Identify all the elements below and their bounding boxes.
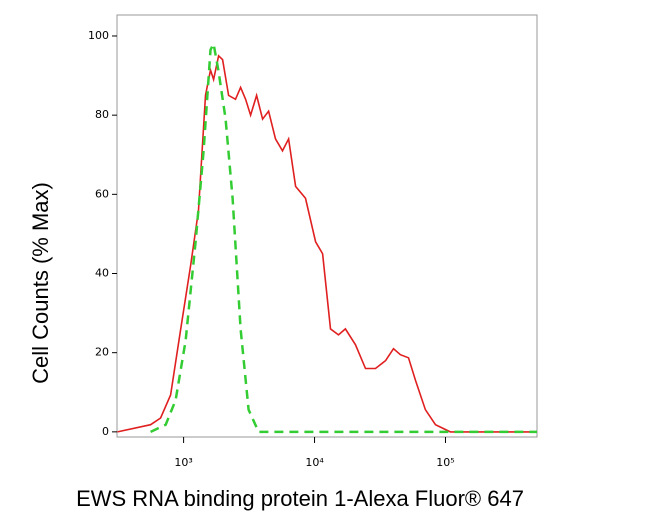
plot-frame xyxy=(116,14,538,438)
y-axis-label: Cell Counts (% Max) xyxy=(28,182,53,384)
y-tick-label: 20 xyxy=(95,346,109,359)
x-tick-label: 10⁴ xyxy=(305,456,324,469)
y-tick-label: 80 xyxy=(95,108,109,121)
x-tick-label: 10³ xyxy=(174,456,192,469)
y-tick-label: 100 xyxy=(88,29,109,42)
x-tick-label: 10⁵ xyxy=(436,456,454,469)
x-axis-label: EWS RNA binding protein 1-Alexa Fluor® 6… xyxy=(76,486,524,511)
histogram-line xyxy=(150,40,537,434)
y-tick-label: 40 xyxy=(95,267,109,280)
y-tick-label: 0 xyxy=(102,425,109,438)
y-tick-label: 60 xyxy=(95,187,109,200)
histogram-line xyxy=(117,54,537,433)
